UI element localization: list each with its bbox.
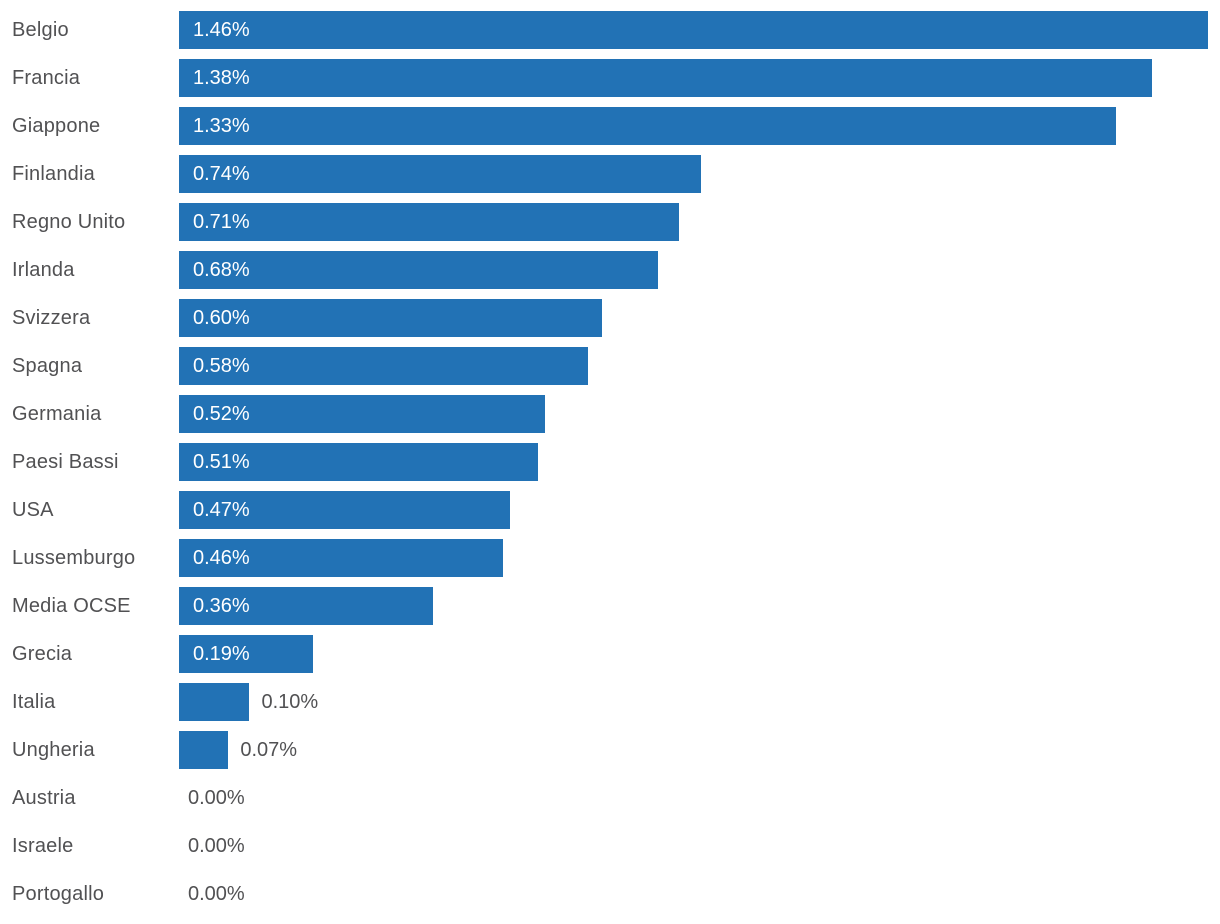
category-label: Regno Unito [12,210,126,233]
bar-track: 0.19% [179,635,1208,673]
bar-track: 0.68% [179,251,1208,289]
bar-track: 0.58% [179,347,1208,385]
bar-track: 0.00% [179,779,1208,817]
bar-track: 1.46% [179,11,1208,49]
value-label: 0.00% [188,883,245,905]
bar-track: 1.33% [179,107,1208,145]
bar [179,11,1208,49]
category-label: USA [12,498,54,521]
value-label: 1.33% [193,115,250,137]
bar-track: 0.51% [179,443,1208,481]
chart-row: Media OCSE 0.36% [0,582,1220,630]
chart-row: Ungheria 0.07% [0,726,1220,774]
value-label: 0.36% [193,595,250,617]
value-label: 0.00% [188,835,245,857]
category-label: Media OCSE [12,594,131,617]
category-label: Belgio [12,18,69,41]
value-label: 0.71% [193,211,250,233]
chart-row: Irlanda 0.68% [0,246,1220,294]
value-label: 0.51% [193,451,250,473]
value-label: 0.68% [193,259,250,281]
bar-track: 0.47% [179,491,1208,529]
bar-track: 1.38% [179,59,1208,97]
bar [179,251,659,289]
bar-track: 0.00% [179,827,1208,865]
category-label: Austria [12,786,76,809]
value-label: 0.47% [193,499,250,521]
bar [179,299,602,337]
bar [179,491,511,529]
chart-row: Germania 0.52% [0,390,1220,438]
bar [179,395,546,433]
category-label: Italia [12,690,56,713]
chart-row: Finlandia 0.74% [0,150,1220,198]
category-label: Svizzera [12,306,91,329]
value-label: 0.46% [193,547,250,569]
bar-track: 0.07% [179,731,1208,769]
bar [179,203,680,241]
bar-track: 0.46% [179,539,1208,577]
category-label: Finlandia [12,162,95,185]
chart-row: Italia 0.10% [0,678,1220,726]
chart-row: Paesi Bassi 0.51% [0,438,1220,486]
category-label: Grecia [12,642,73,665]
value-label: 0.60% [193,307,250,329]
chart-row: Austria 0.00% [0,774,1220,822]
category-label: Paesi Bassi [12,450,119,473]
value-label: 0.74% [193,163,250,185]
chart-row: USA 0.47% [0,486,1220,534]
value-label: 1.38% [193,67,250,89]
chart-row: Belgio 1.46% [0,6,1220,54]
category-label: Israele [12,834,74,857]
bar [179,683,250,721]
bar [179,539,504,577]
value-label: 0.07% [240,739,298,761]
bar [179,155,701,193]
bar [179,635,313,673]
value-label: 0.19% [193,643,250,665]
chart-row: Grecia 0.19% [0,630,1220,678]
category-label: Francia [12,66,81,89]
category-label: Lussemburgo [12,546,136,569]
chart-row: Francia 1.38% [0,54,1220,102]
bar-track: 0.52% [179,395,1208,433]
bar [179,731,229,769]
bar-track: 0.36% [179,587,1208,625]
bar-track: 0.00% [179,875,1208,913]
bar [179,347,588,385]
bar-track: 0.60% [179,299,1208,337]
category-label: Spagna [12,354,83,377]
chart-row: Israele 0.00% [0,822,1220,870]
category-label: Giappone [12,114,101,137]
value-label: 0.00% [188,787,245,809]
chart-row: Portogallo 0.00% [0,870,1220,918]
chart-row: Lussemburgo 0.46% [0,534,1220,582]
value-label: 0.58% [193,355,250,377]
chart-row: Giappone 1.33% [0,102,1220,150]
bar [179,587,433,625]
category-label: Irlanda [12,258,75,281]
chart-row: Spagna 0.58% [0,342,1220,390]
value-label: 0.10% [261,691,319,713]
chart-row: Svizzera 0.60% [0,294,1220,342]
bar [179,107,1117,145]
bar [179,59,1152,97]
bar [179,443,539,481]
bar-track: 0.71% [179,203,1208,241]
value-label: 1.46% [193,19,250,41]
value-label: 0.52% [193,403,250,425]
bar-track: 0.10% [179,683,1208,721]
category-label: Ungheria [12,738,95,761]
category-label: Germania [12,402,102,425]
chart-row: Regno Unito 0.71% [0,198,1220,246]
bar-track: 0.74% [179,155,1208,193]
category-label: Portogallo [12,882,105,905]
